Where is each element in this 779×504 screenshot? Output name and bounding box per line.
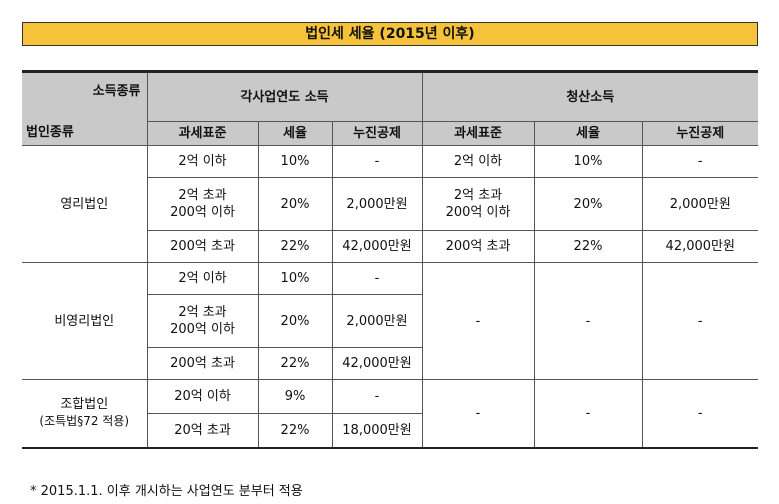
group-header-business-income: 각사업연도 소득: [146, 71, 423, 122]
cell-deduct: -: [641, 379, 759, 448]
cell-deduct: 18,000만원: [331, 413, 423, 448]
income-type-label: 소득종류: [92, 84, 141, 99]
cell-base: 200억 초과: [421, 230, 535, 263]
cell-rate: 9%: [257, 379, 333, 414]
group-header-liquidation-income: 청산소득: [421, 71, 759, 122]
corp-type-coop-label: 조합법인: [60, 397, 109, 413]
table-row: 영리법인 2억 이하 10% - 2억 이하 10% -: [22, 145, 759, 263]
cell-base: 2억 초과 200억 이하: [421, 177, 535, 231]
cell-base: 2억 이하: [146, 262, 259, 295]
table-row: 200억 초과 22% 42,000만원: [22, 347, 758, 380]
cell-deduct: 42,000만원: [331, 230, 423, 263]
cell-rate: 10%: [257, 145, 333, 178]
col-header-tax-rate: 세율: [533, 121, 643, 146]
cell-base: 2억 이하: [421, 145, 535, 178]
col-header-tax-base: 과세표준: [146, 121, 259, 146]
cell-rate: 22%: [257, 230, 333, 263]
col-header-tax-base: 과세표준: [421, 121, 535, 146]
tax-rate-table: 소득종류 법인종류 각사업연도 소득 청산소득 과세표준 세율 누진공제 과세표…: [22, 70, 759, 449]
cell-deduct: -: [331, 379, 423, 414]
cell-rate: 20%: [533, 177, 643, 231]
cell-rate: 22%: [257, 413, 333, 448]
cell-deduct: -: [641, 262, 759, 380]
cell-base: 2억 초과 200억 이하: [146, 294, 259, 348]
table-row: 비영리법인 2억 이하 10% - - - -: [22, 262, 759, 380]
corp-type-coop-note: (조특법§72 적용): [39, 414, 130, 429]
cell-base: 200억 초과: [146, 347, 259, 380]
cell-rate: 10%: [533, 145, 643, 178]
cell-base: -: [421, 379, 535, 448]
corner-header: 소득종류 법인종류: [22, 71, 148, 146]
cell-rate: 20%: [257, 294, 333, 348]
corp-type-nonprofit: 비영리법인: [22, 262, 148, 380]
col-header-deduction: 누진공제: [331, 121, 423, 146]
cell-deduct: 42,000만원: [331, 347, 423, 380]
cell-rate: 20%: [257, 177, 333, 231]
cell-deduct: -: [641, 145, 759, 178]
cell-base: 2억 이하: [146, 145, 259, 178]
cell-base-line2: 200억 이하: [445, 205, 511, 220]
cell-deduct: 2,000만원: [641, 177, 759, 231]
cell-deduct: 2,000만원: [331, 294, 423, 348]
cell-base: 20억 초과: [146, 413, 259, 448]
col-header-tax-rate: 세율: [257, 121, 333, 146]
corp-type-cooperative: 조합법인 (조특법§72 적용): [22, 379, 148, 448]
table-row: 20억 초과 22% 18,000만원: [22, 413, 758, 448]
table-row: 200억 초과 22% 42,000만원 200억 초과 22% 42,000만…: [22, 230, 759, 263]
cell-base-line2: 200억 이하: [170, 205, 235, 220]
cell-deduct: -: [331, 145, 423, 178]
cell-deduct: 2,000만원: [331, 177, 423, 231]
cell-base-line1: 2억 초과: [178, 305, 227, 320]
col-header-deduction: 누진공제: [641, 121, 759, 146]
cell-base-line1: 2억 초과: [453, 188, 503, 203]
cell-deduct: 42,000만원: [641, 230, 759, 263]
table-title: 법인세 세율 (2015년 이후): [22, 22, 758, 46]
corp-type-profit: 영리법인: [22, 145, 148, 263]
cell-rate: 22%: [257, 347, 333, 380]
cell-base: 200억 초과: [146, 230, 259, 263]
table-row: 2억 초과 200억 이하 20% 2,000만원: [22, 294, 758, 348]
cell-base: 2억 초과 200억 이하: [146, 177, 259, 231]
cell-rate: -: [533, 262, 643, 380]
cell-base: 20억 이하: [146, 379, 259, 414]
cell-base: -: [421, 262, 535, 380]
table-row: 2억 초과 200억 이하 20% 2,000만원 2억 초과 200억 이하 …: [22, 177, 759, 231]
corp-type-label: 법인종류: [26, 125, 74, 140]
cell-rate: 22%: [533, 230, 643, 263]
cell-rate: 10%: [257, 262, 333, 295]
cell-rate: -: [533, 379, 643, 448]
cell-base-line2: 200억 이하: [170, 322, 235, 337]
cell-base-line1: 2억 초과: [178, 188, 227, 203]
footnote: * 2015.1.1. 이후 개시하는 사업연도 분부터 적용: [30, 484, 303, 499]
cell-deduct: -: [331, 262, 423, 295]
table-row: 조합법인 (조특법§72 적용) 20억 이하 9% - - - -: [22, 379, 759, 448]
